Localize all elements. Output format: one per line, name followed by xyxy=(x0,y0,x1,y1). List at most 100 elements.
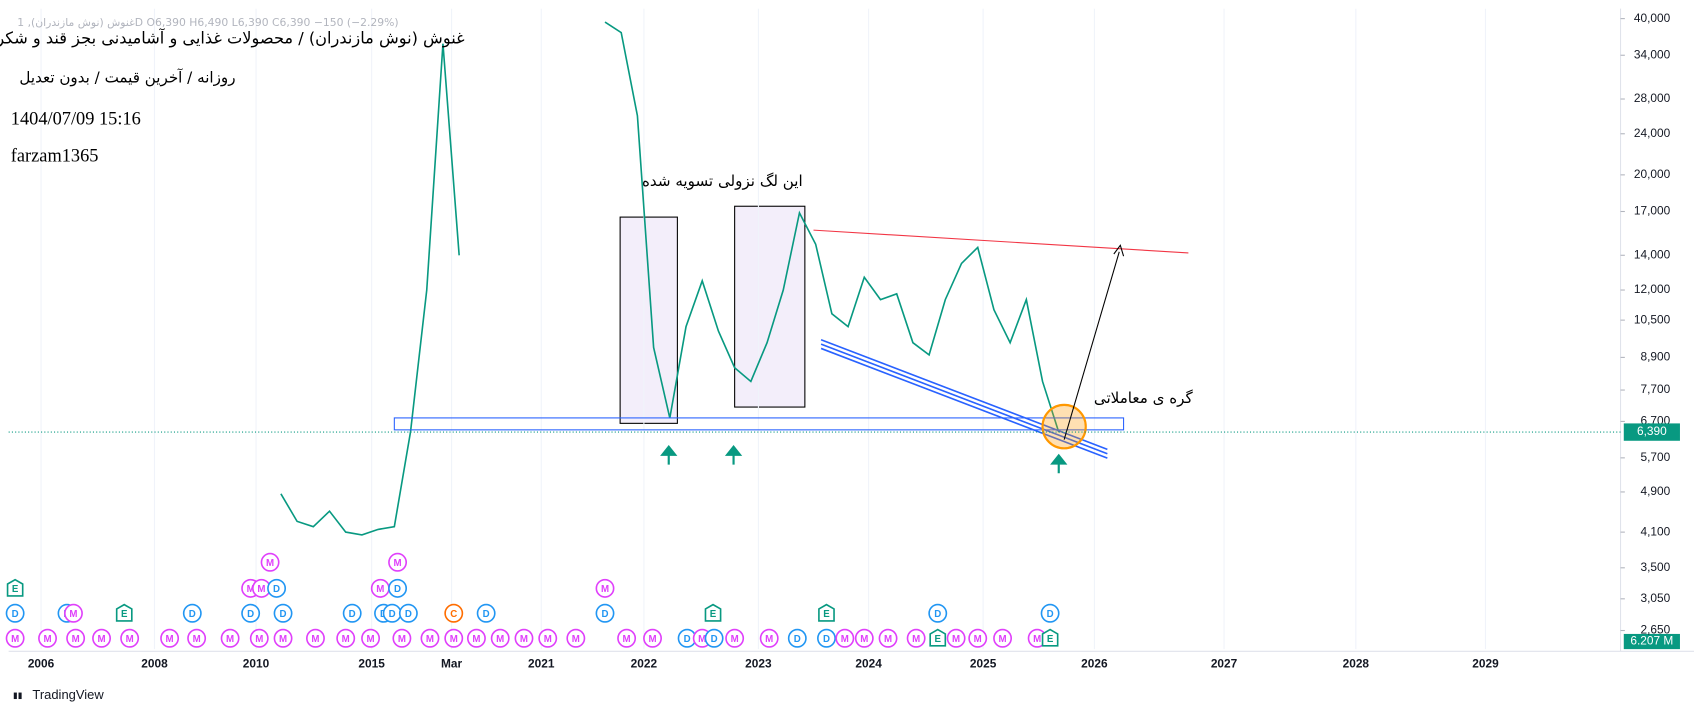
event-badge xyxy=(759,628,779,648)
author: farzam1365 xyxy=(11,146,99,166)
event-label: D xyxy=(711,634,718,645)
event-badge xyxy=(566,628,586,648)
event-badge xyxy=(928,603,948,623)
event-badge xyxy=(38,628,57,648)
event-badge xyxy=(361,628,381,648)
event-label: E xyxy=(12,584,19,595)
event-label: D xyxy=(394,584,401,595)
event-badge xyxy=(643,628,662,648)
x-tick-label: 2029 xyxy=(1472,656,1499,670)
event-label: M xyxy=(974,634,982,645)
last-price-badge xyxy=(1623,423,1680,441)
x-tick-label: 2028 xyxy=(1343,656,1370,670)
event-label: M xyxy=(255,634,263,645)
event-label: M xyxy=(394,558,402,569)
event-badge xyxy=(818,603,835,622)
event-badge xyxy=(787,628,807,648)
event-label: D xyxy=(794,634,801,645)
y-tick-label: 20,000 xyxy=(1634,167,1671,181)
event-label: M xyxy=(884,634,892,645)
event-label: M xyxy=(1033,634,1041,645)
legend-line: غنوش (نوش مازندران), 1D O6,390 H6,490 L6… xyxy=(17,16,398,29)
event-badge xyxy=(835,628,855,648)
event-label: D xyxy=(823,634,830,645)
event-label: M xyxy=(912,634,920,645)
event-label: M xyxy=(398,634,406,645)
channel-line xyxy=(820,343,1108,455)
up-arrow xyxy=(1050,453,1068,474)
event-badge xyxy=(466,628,486,648)
event-label: D xyxy=(405,609,412,620)
event-badge xyxy=(260,552,280,572)
arrow-head xyxy=(1113,244,1125,257)
event-label: M xyxy=(126,634,134,645)
event-label: D xyxy=(934,609,941,620)
event-badge xyxy=(538,628,558,648)
trend-line xyxy=(813,229,1189,254)
event-label: E xyxy=(710,609,717,620)
title: غنوش (نوش مازندران) / محصولات غذایی و آش… xyxy=(0,29,465,49)
event-badge xyxy=(182,603,202,623)
box-annotation xyxy=(619,216,678,424)
event-badge xyxy=(444,603,464,623)
event-label: M xyxy=(342,634,350,645)
y-tick-label: 34,000 xyxy=(1634,47,1671,61)
x-tick-label: 2015 xyxy=(358,656,385,670)
event-badge xyxy=(5,628,25,648)
event-badge xyxy=(336,628,356,648)
event-badge xyxy=(946,628,966,648)
annotation: گره ی معاملاتی xyxy=(1094,389,1194,407)
event-label: D xyxy=(12,609,19,620)
event-label: M xyxy=(367,634,375,645)
event-badge xyxy=(617,628,637,648)
event-label: M xyxy=(72,634,80,645)
highlight-circle xyxy=(1041,403,1087,450)
event-label: D xyxy=(189,609,196,620)
event-badge xyxy=(392,628,412,648)
event-badge xyxy=(220,628,240,648)
event-badge xyxy=(241,603,261,623)
event-label: M xyxy=(166,634,174,645)
event-badge xyxy=(704,603,722,622)
event-badge xyxy=(160,628,180,648)
event-badge xyxy=(595,603,615,623)
support-zone xyxy=(393,417,1125,431)
x-tick-label: 2008 xyxy=(141,656,168,670)
channel-line xyxy=(820,338,1108,451)
event-label: D xyxy=(247,609,254,620)
event-badge xyxy=(968,628,988,648)
event-badge xyxy=(388,552,408,572)
event-badge xyxy=(444,628,464,648)
event-label: M xyxy=(43,634,51,645)
event-label: M xyxy=(69,609,77,620)
last-price-label: 6,390 xyxy=(1637,424,1667,438)
event-label: M xyxy=(520,634,528,645)
x-tick-label: 2024 xyxy=(855,656,882,670)
event-label: D xyxy=(349,609,356,620)
y-tick-label: 24,000 xyxy=(1634,126,1671,140)
event-badge xyxy=(6,578,24,597)
plot-area xyxy=(40,8,1487,650)
y-tick-label: 8,900 xyxy=(1641,350,1671,364)
event-label: M xyxy=(376,584,384,595)
event-label: E xyxy=(823,609,830,620)
event-badge xyxy=(476,603,496,623)
y-tick-label: 3,050 xyxy=(1641,591,1671,605)
event-badge xyxy=(817,628,836,648)
event-badge xyxy=(1041,628,1059,647)
event-label: M xyxy=(11,634,19,645)
event-label: M xyxy=(648,634,656,645)
x-tick-label: 2006 xyxy=(28,656,55,670)
event-label: M xyxy=(257,584,265,595)
event-badge xyxy=(704,628,724,648)
event-label: M xyxy=(572,634,580,645)
y-tick-label: 14,000 xyxy=(1634,247,1671,261)
event-badge xyxy=(120,628,140,648)
y-tick-label: 3,500 xyxy=(1641,560,1671,574)
subtitle: روزانه / آخرین قیمت / بدون تعدیل xyxy=(19,69,235,87)
event-badge xyxy=(595,578,615,598)
arrow xyxy=(1063,251,1120,440)
y-tick-label: 5,700 xyxy=(1641,450,1671,464)
